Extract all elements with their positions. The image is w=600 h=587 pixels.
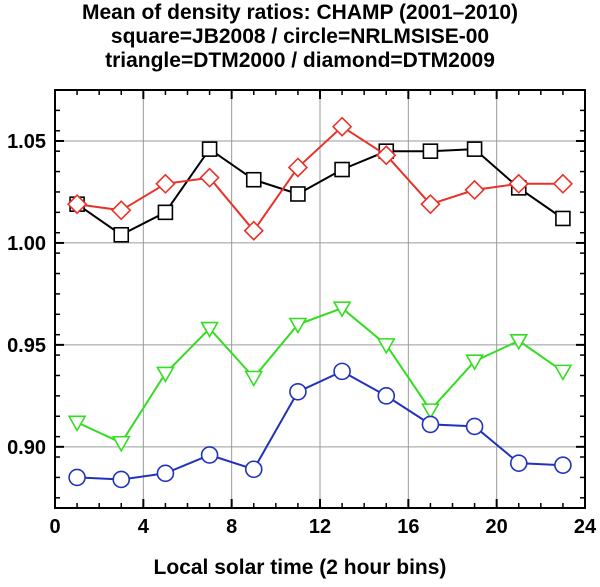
data-point-square bbox=[245, 171, 262, 188]
x-tick-label: 20 bbox=[486, 516, 508, 538]
x-tick-label: 12 bbox=[309, 516, 331, 538]
data-point-triangle bbox=[376, 338, 396, 355]
data-point-diamond bbox=[111, 200, 132, 221]
data-point-triangle bbox=[200, 321, 219, 339]
x-tick-label: 16 bbox=[397, 516, 419, 538]
data-point-circle bbox=[333, 362, 351, 381]
data-point-circle bbox=[112, 470, 131, 489]
data-point-diamond bbox=[287, 157, 309, 178]
x-axis-label: Local solar time (2 hour bins) bbox=[153, 556, 447, 579]
data-point-square bbox=[113, 226, 130, 243]
data-point-diamond bbox=[155, 173, 176, 194]
data-point-triangle bbox=[156, 366, 175, 384]
data-point-circle bbox=[244, 460, 263, 479]
x-tick-label: 4 bbox=[138, 516, 150, 538]
data-point-circle bbox=[377, 387, 396, 405]
data-point-square bbox=[201, 141, 218, 157]
data-point-square bbox=[466, 141, 483, 157]
data-point-square bbox=[290, 186, 306, 202]
data-point-square bbox=[334, 161, 350, 178]
data-point-diamond bbox=[331, 116, 353, 137]
data-point-diamond bbox=[199, 167, 220, 188]
data-point-triangle bbox=[465, 354, 484, 371]
data-point-circle bbox=[68, 468, 86, 487]
data-point-square bbox=[422, 143, 439, 159]
y-tick-label: 1.00 bbox=[7, 233, 46, 255]
data-point-circle bbox=[554, 456, 572, 474]
data-point-triangle bbox=[288, 317, 308, 335]
y-tick-label: 0.90 bbox=[7, 437, 46, 459]
data-point-triangle bbox=[553, 364, 573, 381]
data-point-triangle bbox=[509, 333, 529, 351]
data-point-circle bbox=[200, 446, 219, 464]
chart-title-line-1: Mean of density ratios: CHAMP (2001–2010… bbox=[81, 1, 519, 24]
data-point-diamond bbox=[552, 173, 574, 194]
x-tick-label: 0 bbox=[49, 516, 60, 538]
data-point-square bbox=[157, 204, 174, 221]
data-point-circle bbox=[156, 464, 175, 483]
y-tick-label: 0.95 bbox=[7, 335, 46, 357]
y-tick-label: 1.05 bbox=[7, 131, 46, 153]
data-point-diamond bbox=[508, 173, 529, 194]
x-tick-label: 8 bbox=[226, 516, 237, 538]
data-point-triangle bbox=[332, 301, 352, 318]
data-point-circle bbox=[509, 454, 528, 472]
x-tick-label: 24 bbox=[574, 516, 597, 538]
data-point-circle bbox=[289, 382, 307, 401]
data-point-circle bbox=[465, 417, 484, 436]
data-point-triangle bbox=[421, 403, 440, 420]
chart-title-line-2: square=JB2008 / circle=NRLMSISE-00 bbox=[110, 25, 490, 48]
data-point-diamond bbox=[243, 220, 264, 241]
data-point-diamond bbox=[66, 194, 88, 215]
data-point-triangle bbox=[67, 415, 87, 432]
data-point-square bbox=[555, 210, 571, 227]
data-point-diamond bbox=[376, 145, 397, 166]
data-point-diamond bbox=[464, 179, 485, 201]
data-point-triangle bbox=[244, 370, 264, 388]
data-point-diamond bbox=[420, 194, 441, 215]
chart-title-line-3: triangle=DTM2000 / diamond=DTM2009 bbox=[105, 49, 495, 72]
data-point-circle bbox=[421, 415, 440, 434]
data-point-triangle bbox=[111, 435, 131, 453]
